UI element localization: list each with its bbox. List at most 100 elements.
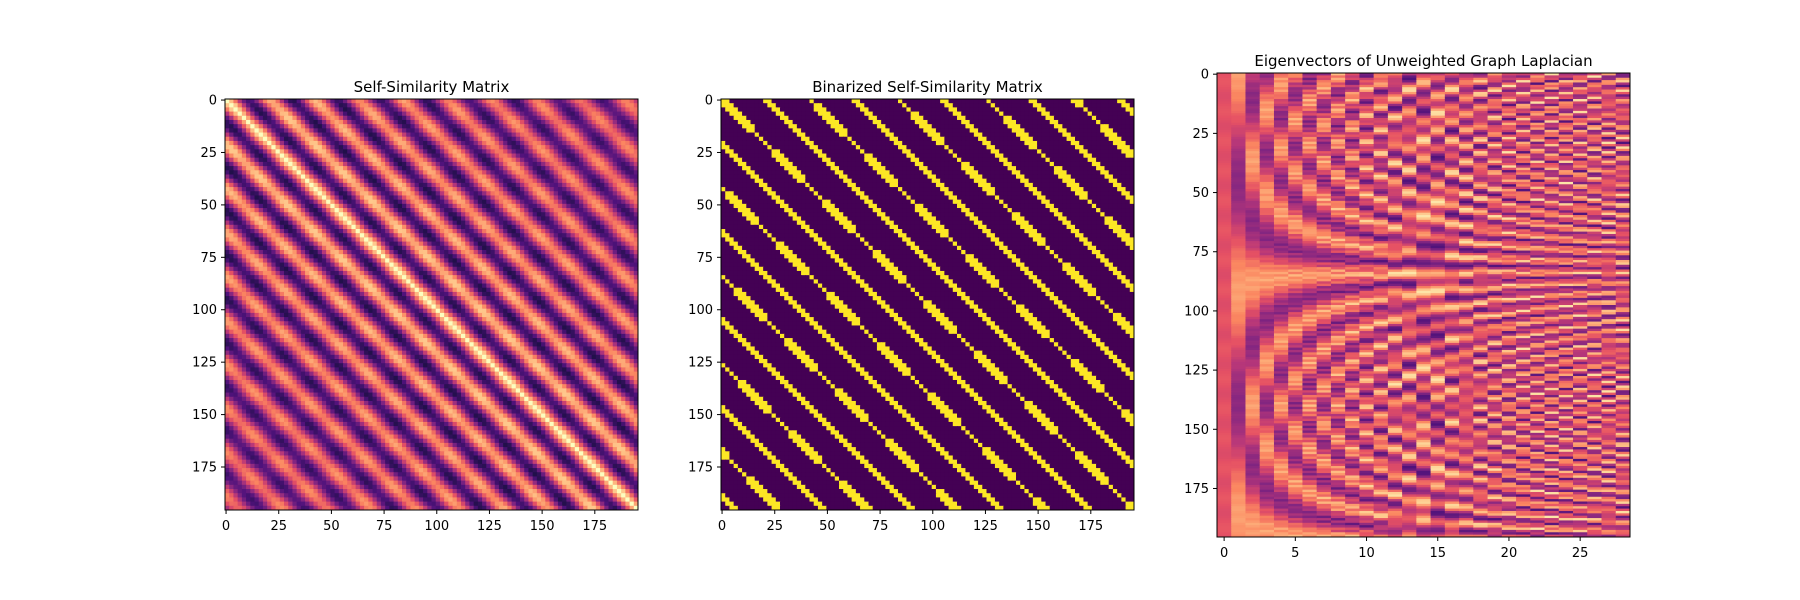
heatmap-cell <box>326 115 331 121</box>
heatmap-cell <box>313 212 319 218</box>
heatmap-cell <box>583 300 589 306</box>
heatmap-cell <box>343 270 348 276</box>
heatmap-cell <box>579 220 584 226</box>
heatmap-cell <box>410 224 416 230</box>
heatmap-cell <box>279 304 285 310</box>
heatmap-cell <box>300 245 306 251</box>
heatmap-cell <box>549 296 555 301</box>
heatmap-cell <box>229 254 235 259</box>
heatmap-cell <box>532 291 538 297</box>
heatmap-cell <box>347 136 353 142</box>
heatmap-cell <box>452 191 458 197</box>
heatmap-cell <box>431 161 437 167</box>
heatmap-cell <box>292 99 298 104</box>
heatmap-cell <box>621 157 626 163</box>
heatmap-cell <box>237 111 243 117</box>
heatmap-cell <box>557 237 563 243</box>
heatmap-cell <box>587 157 593 163</box>
heatmap-cell <box>477 254 483 259</box>
heatmap-cell <box>574 275 580 280</box>
heatmap-cell <box>309 149 315 155</box>
heatmap-cell <box>600 178 605 184</box>
heatmap-cell <box>629 136 635 142</box>
heatmap-cell <box>334 245 340 251</box>
heatmap-cell <box>389 233 395 238</box>
heatmap-cell <box>431 124 437 129</box>
heatmap-cell <box>233 279 239 285</box>
heatmap-cell <box>246 224 251 230</box>
heatmap-cell <box>461 224 466 230</box>
heatmap-cell <box>393 187 399 192</box>
heatmap-cell <box>241 287 247 293</box>
heatmap-cell <box>528 266 534 272</box>
heatmap-cell <box>439 195 445 201</box>
heatmap-cell <box>579 275 584 280</box>
heatmap-cell <box>229 245 235 251</box>
heatmap-cell <box>591 103 597 108</box>
heatmap-cell <box>385 296 390 301</box>
heatmap-cell <box>347 300 353 306</box>
heatmap-cell <box>385 212 390 218</box>
heatmap-cell <box>541 224 546 230</box>
heatmap-cell <box>562 241 567 247</box>
heatmap-cell <box>477 182 483 188</box>
heatmap-cell <box>355 107 361 113</box>
heatmap-cell <box>300 111 306 117</box>
heatmap-cell <box>364 279 369 285</box>
heatmap-cell <box>507 124 513 129</box>
heatmap-cell <box>275 220 281 226</box>
heatmap-cell <box>482 270 487 276</box>
heatmap-cell <box>591 157 597 163</box>
heatmap-cell <box>579 132 584 138</box>
heatmap-cell <box>633 191 638 197</box>
heatmap-cell <box>423 119 428 125</box>
heatmap-cell <box>511 157 517 163</box>
heatmap-cell <box>625 212 631 218</box>
heatmap-cell <box>423 115 428 121</box>
heatmap-cell <box>612 287 618 293</box>
heatmap-cell <box>570 136 576 142</box>
heatmap-cell <box>435 304 441 310</box>
heatmap-cell <box>292 262 298 268</box>
heatmap-cell <box>431 115 437 121</box>
heatmap-cell <box>616 291 622 297</box>
heatmap-cell <box>583 178 589 184</box>
heatmap-cell <box>279 132 285 138</box>
heatmap-cell <box>536 191 542 197</box>
heatmap-cell <box>583 208 589 213</box>
heatmap-cell <box>292 157 298 163</box>
heatmap-cell <box>448 174 454 180</box>
heatmap-cell <box>439 245 445 251</box>
heatmap-cell <box>465 166 471 171</box>
heatmap-cell <box>410 249 416 255</box>
heatmap-cell <box>402 115 407 121</box>
heatmap-cell <box>296 132 302 138</box>
heatmap-cell <box>406 296 412 301</box>
heatmap-cell <box>604 304 610 310</box>
heatmap-cell <box>292 103 298 108</box>
heatmap-cell <box>498 275 504 280</box>
heatmap-cell <box>427 124 433 129</box>
heatmap-cell <box>490 195 496 201</box>
heatmap-cell <box>292 178 298 184</box>
heatmap-cell <box>494 308 500 314</box>
heatmap-cell <box>334 296 340 301</box>
heatmap-cell <box>557 287 563 293</box>
heatmap-cell <box>587 140 593 146</box>
heatmap-cell <box>515 304 521 310</box>
heatmap-cell <box>229 249 235 255</box>
heatmap-cell <box>549 262 555 268</box>
heatmap-cell <box>562 212 567 218</box>
heatmap-cell <box>414 132 420 138</box>
heatmap-cell <box>566 212 572 218</box>
heatmap-cell <box>300 174 306 180</box>
heatmap-cell <box>376 149 382 155</box>
heatmap-cell <box>545 258 551 264</box>
heatmap-cell <box>229 275 235 280</box>
heatmap-cell <box>368 132 374 138</box>
heatmap-cell <box>473 262 479 268</box>
heatmap-cell <box>296 182 302 188</box>
heatmap-cell <box>267 229 272 234</box>
heatmap-cell <box>355 212 361 218</box>
heatmap-cell <box>591 140 597 146</box>
